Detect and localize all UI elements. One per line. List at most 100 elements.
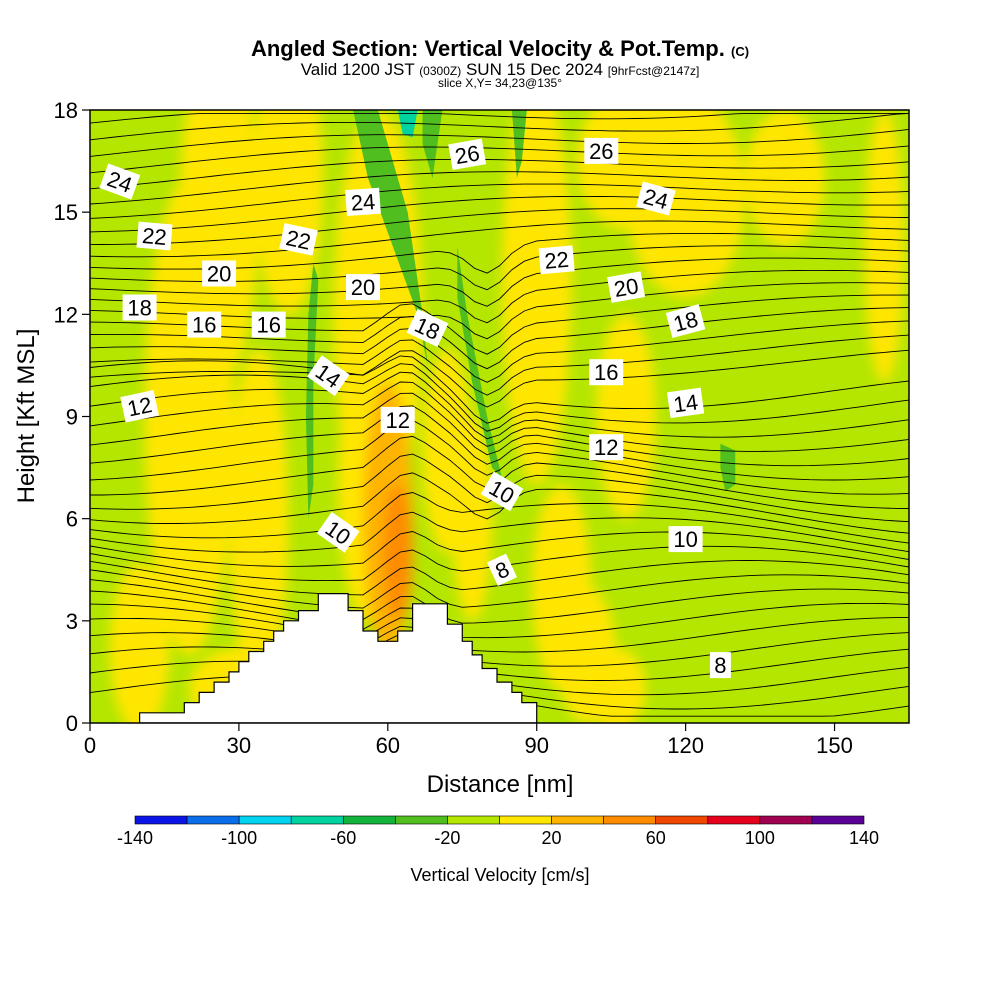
y-tick-label: 12 — [54, 302, 78, 327]
contour-label-text: 14 — [672, 389, 700, 417]
theta-contour-line — [90, 371, 909, 440]
theta-contour-line — [90, 579, 909, 624]
colorbar-swatch — [707, 815, 761, 825]
colorbar-tick-label: 20 — [542, 828, 562, 848]
colorbar-swatch — [395, 815, 448, 825]
theta-contour-line — [90, 171, 909, 205]
contour-label-text: 22 — [284, 225, 313, 255]
colorbar-swatch — [811, 815, 865, 825]
contour-label-text: 18 — [127, 296, 151, 321]
theta-contour-line — [90, 183, 909, 219]
theta-contour-line — [90, 603, 909, 653]
colorbar-swatch — [603, 815, 657, 825]
theta-contour-line — [90, 590, 909, 639]
y-tick-label: 15 — [54, 200, 78, 225]
contour-label-text: 20 — [612, 273, 640, 302]
theta-contour-line — [90, 355, 909, 424]
contour-label-text: 26 — [589, 139, 613, 164]
colorbar-tick-label: -140 — [117, 828, 153, 848]
theta-contour-line — [90, 569, 909, 609]
slice-info: slice X,Y= 34,23@135° — [437, 76, 563, 90]
y-tick-label: 0 — [66, 711, 78, 736]
chart-title: Angled Section: Vertical Velocity & Pot.… — [250, 36, 750, 61]
y-tick-label: 18 — [54, 98, 78, 123]
contour-label: 16 — [589, 359, 624, 386]
contour-label: 24 — [99, 163, 141, 200]
contour-label: 26 — [448, 138, 487, 171]
contour-label-text: 22 — [543, 247, 570, 274]
x-axis-title: Distance [nm] — [427, 771, 574, 798]
theta-contour-line — [90, 617, 909, 667]
colorbar-swatch — [655, 815, 709, 825]
contour-label: 24 — [636, 181, 676, 216]
theta-contour-line — [90, 269, 909, 324]
contour-label: 22 — [279, 223, 318, 256]
colorbar-tick-label: -60 — [330, 828, 356, 848]
subtitle-valid: Valid 1200 JST — [300, 60, 415, 79]
contour-label: 12 — [589, 434, 624, 461]
theta-contour-line — [90, 320, 909, 383]
x-tick-label: 90 — [524, 733, 548, 758]
contour-label: 12 — [120, 390, 159, 423]
theta-contour-line — [90, 349, 909, 408]
contour-label: 8 — [486, 553, 518, 587]
contour-label: 12 — [380, 406, 415, 433]
theta-contour-line — [90, 381, 909, 452]
colorbar-tick-label: -100 — [221, 828, 257, 848]
colorbar: -140 -100 -60 -20 20 60 100 140 — [117, 815, 879, 848]
theta-contour-line — [90, 560, 909, 596]
contour-label: 18 — [665, 304, 706, 339]
x-tick-label: 30 — [227, 733, 251, 758]
contour-label-text: 22 — [141, 223, 168, 250]
contour-label: 24 — [345, 187, 381, 217]
y-tick-label: 3 — [66, 609, 78, 634]
colorbar-tick-label: 100 — [745, 828, 775, 848]
x-tick-label: 150 — [816, 733, 853, 758]
theta-contour-line — [90, 112, 909, 141]
theta-contour-line — [90, 195, 909, 233]
contour-label: 10 — [668, 526, 703, 553]
terrain — [139, 592, 538, 723]
vertical-velocity-field — [90, 110, 909, 723]
theta-contour-line — [90, 158, 909, 190]
theta-contour-line — [90, 531, 909, 567]
colorbar-swatch — [238, 815, 292, 825]
colorbar-swatch — [759, 815, 813, 825]
contour-label: 16 — [251, 311, 286, 338]
colorbar-swatch — [134, 815, 188, 825]
contour-label-text: 12 — [385, 408, 409, 433]
x-tick-label: 60 — [376, 733, 400, 758]
contour-label: 18 — [122, 294, 157, 321]
x-tick-label: 120 — [667, 733, 704, 758]
theta-contour-line — [90, 363, 909, 432]
contour-label: 20 — [202, 260, 237, 287]
contour-label-text: 26 — [453, 140, 481, 169]
contour-label-text: 10 — [673, 527, 697, 552]
theta-contour-line — [90, 257, 909, 307]
theta-contour-line — [90, 392, 909, 467]
theta-contour-line — [90, 220, 909, 258]
theta-contour-line — [90, 492, 909, 544]
x-tick-label: 0 — [84, 733, 96, 758]
theta-contour-line — [90, 405, 909, 481]
theta-contour-line — [90, 128, 909, 157]
contour-label: 22 — [538, 245, 575, 275]
contour-label-text: 20 — [351, 275, 375, 300]
theta-contour-line — [90, 419, 909, 495]
colorbar-swatch — [186, 815, 240, 825]
contour-label-text: 8 — [714, 653, 726, 678]
contour-label-text: 16 — [192, 313, 216, 338]
theta-contour-line — [90, 112, 909, 124]
theta-contour-line — [90, 334, 909, 396]
field-shading — [109, 110, 905, 723]
contour-label-text: 16 — [256, 313, 280, 338]
contour-label: 20 — [607, 271, 646, 303]
subtitle-utc: (0300Z) — [419, 64, 462, 78]
colorbar-tick-label: -20 — [434, 828, 460, 848]
contour-label: 26 — [584, 137, 619, 164]
contour-label: 16 — [187, 311, 222, 338]
contour-label: 20 — [346, 274, 380, 301]
theta-contour-line — [90, 307, 909, 370]
contour-label: 14 — [666, 387, 705, 419]
theta-contour-line — [90, 511, 909, 553]
